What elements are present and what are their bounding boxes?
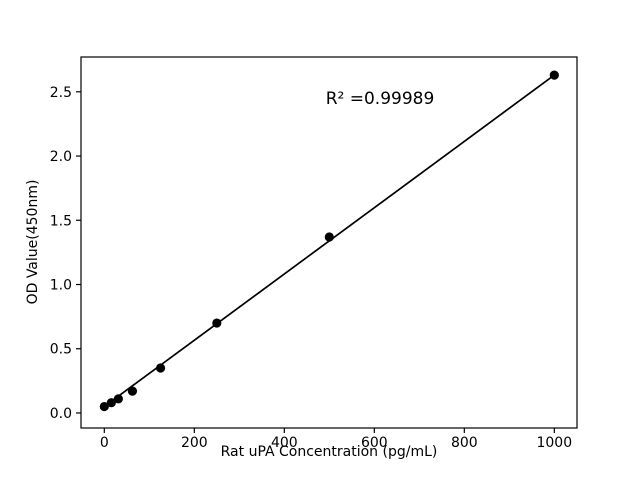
x-axis-label: Rat uPA Concentration (pg/mL) — [220, 444, 438, 460]
y-tick-label: 0.5 — [50, 342, 72, 358]
data-point — [99, 401, 109, 412]
y-axis-label: OD Value(450nm) — [25, 179, 41, 305]
y-tick-label: 2.5 — [50, 85, 72, 101]
y-tick-label: 2.0 — [50, 149, 72, 165]
data-point — [212, 318, 222, 328]
r-squared-annotation: R² =0.99989 — [325, 89, 435, 109]
plot-area-border — [80, 56, 578, 429]
data-point — [155, 363, 166, 373]
data-point — [549, 70, 559, 80]
x-tick-label: 0 — [100, 435, 109, 451]
x-tick-label: 600 — [361, 435, 388, 451]
x-tick-label: 800 — [451, 435, 478, 451]
x-tick-label: 1000 — [536, 435, 572, 451]
data-point — [106, 398, 116, 408]
y-tick-label: 1.5 — [50, 213, 72, 229]
data-point — [127, 386, 138, 396]
x-tick-label: 200 — [181, 435, 208, 451]
data-point — [113, 394, 123, 404]
y-tick-label: 0.0 — [50, 406, 72, 422]
y-tick-label: 1.0 — [50, 278, 72, 294]
x-tick-label: 400 — [271, 435, 298, 451]
data-point — [324, 232, 334, 242]
